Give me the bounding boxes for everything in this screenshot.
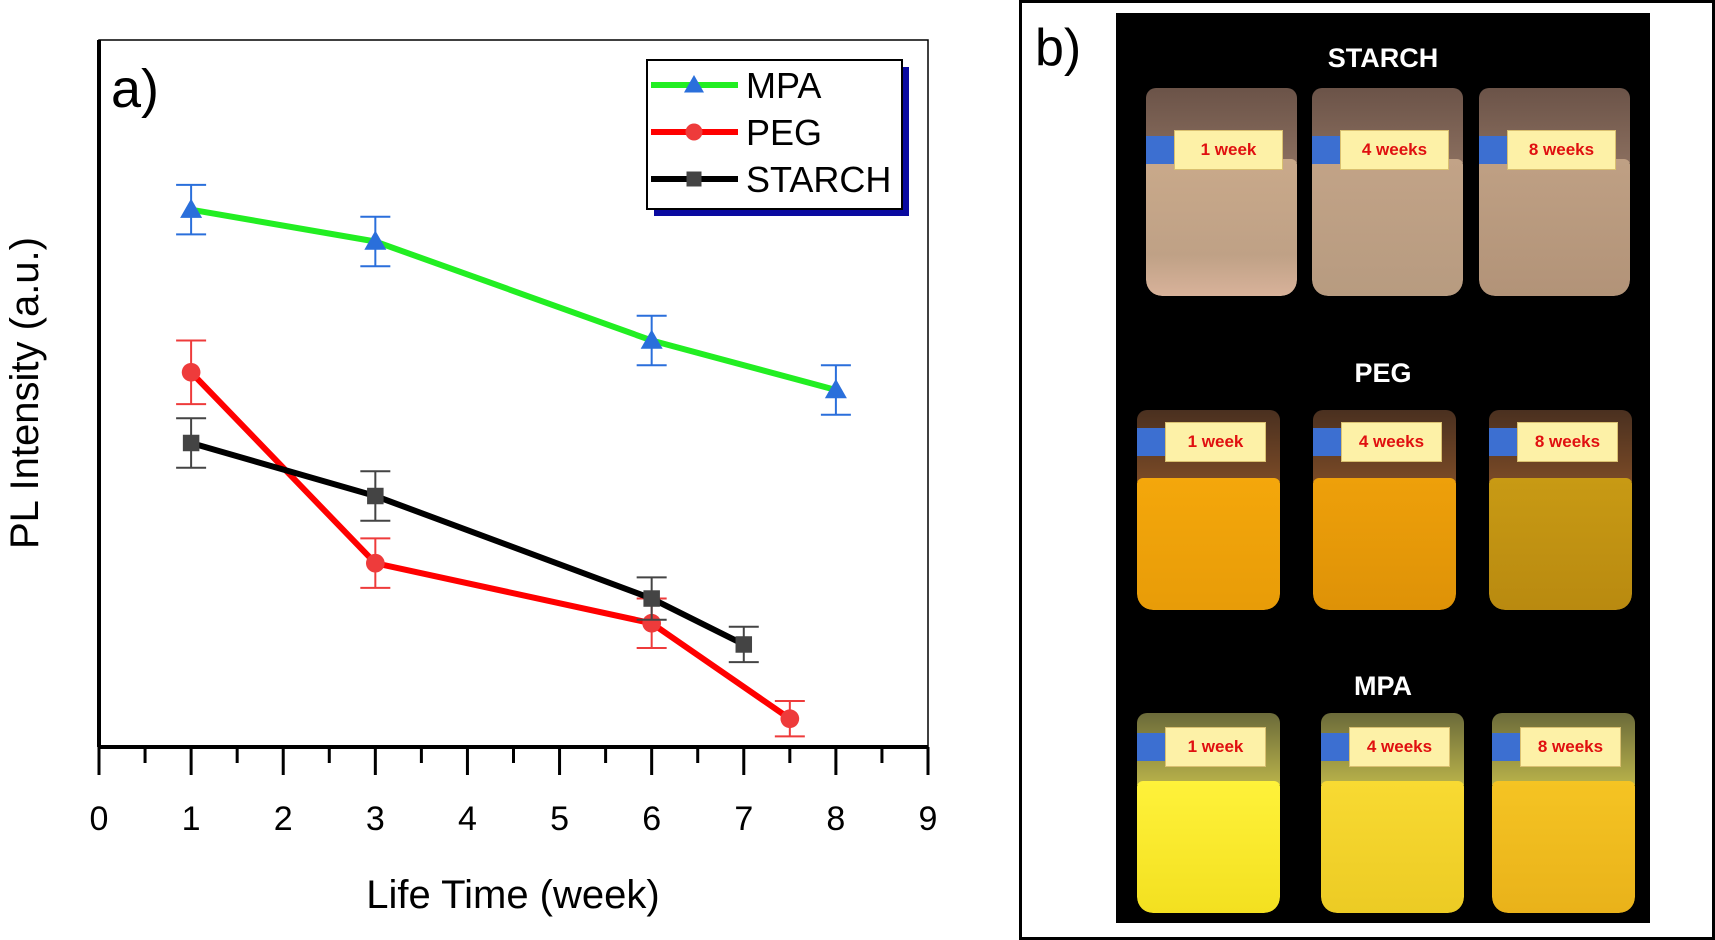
data-point-mpa [180, 198, 203, 218]
blue-marker [1137, 428, 1167, 456]
vial-liquid [1321, 781, 1464, 913]
vial-label: 4 weeks [1340, 130, 1449, 170]
vial-label: 8 weeks [1507, 130, 1616, 170]
data-point-peg [780, 709, 800, 729]
vial-label: 4 weeks [1341, 422, 1442, 462]
vial-liquid [1313, 478, 1456, 610]
vial-liquid [1146, 158, 1297, 296]
group-title-starch: STARCH [1327, 43, 1439, 73]
x-tick-label: 5 [550, 800, 569, 838]
vial-liquid [1137, 781, 1280, 913]
legend-marker-mpa [684, 75, 704, 93]
blue-marker [1312, 136, 1342, 164]
x-tick-label: 6 [642, 800, 661, 838]
legend-label-starch: STARCH [746, 159, 891, 200]
data-point-mpa [824, 378, 847, 399]
vial-label: 8 weeks [1517, 422, 1618, 462]
blue-marker [1489, 428, 1519, 456]
blue-marker [1492, 733, 1522, 761]
legend-marker-peg [685, 123, 703, 141]
vial-starch-2: 4 weeks [1312, 88, 1463, 296]
vial-label: 1 week [1165, 422, 1266, 462]
vial-starch-1: 1 week [1146, 88, 1297, 296]
x-tick-label: 3 [366, 800, 385, 838]
vial-mpa-1: 1 week [1137, 713, 1280, 913]
vial-photo-panel: b) STARCH PEG MPA 1 week 4 weeks 8 weeks 1 … [1019, 0, 1715, 940]
series-line-mpa [190, 206, 837, 393]
vial-label: 8 weeks [1520, 727, 1621, 767]
vial-peg-2: 4 weeks [1313, 410, 1456, 610]
series-starch [176, 417, 759, 664]
vial-mpa-2: 4 weeks [1321, 713, 1464, 913]
data-point-starch [735, 636, 753, 653]
photo-panel-label: b) [1035, 19, 1082, 77]
legend-label-peg: PEG [746, 112, 822, 153]
data-point-starch [182, 434, 200, 452]
vial-liquid [1479, 158, 1630, 296]
vial-peg-1: 1 week [1137, 410, 1280, 610]
data-point-peg [181, 362, 201, 382]
data-point-starch [367, 487, 384, 505]
vial-label: 1 week [1174, 130, 1283, 170]
vial-liquid [1492, 781, 1635, 913]
x-tick-label: 1 [182, 800, 201, 838]
chart-panel-label: a) [111, 59, 159, 119]
data-point-starch [643, 590, 660, 607]
x-tick-label: 0 [90, 800, 109, 838]
vial-label: 4 weeks [1349, 727, 1450, 767]
vial-peg-3: 8 weeks [1489, 410, 1632, 610]
x-tick-label: 2 [274, 800, 293, 838]
y-axis-label: PL Intensity (a.u.) [3, 237, 47, 549]
data-point-mpa [364, 230, 387, 250]
x-tick-label: 8 [826, 800, 845, 838]
series-line-starch [190, 440, 746, 648]
vial-liquid [1489, 478, 1632, 610]
data-point-peg [642, 613, 662, 633]
x-axis-label: Life Time (week) [366, 873, 659, 917]
vial-liquid [1312, 158, 1463, 296]
blue-marker [1137, 733, 1167, 761]
x-tick-label: 7 [734, 800, 753, 838]
blue-marker [1313, 428, 1343, 456]
series-line-peg [188, 370, 792, 722]
group-title-peg: PEG [1354, 358, 1412, 388]
vial-mpa-3: 8 weeks [1492, 713, 1635, 913]
vial-starch-3: 8 weeks [1479, 88, 1630, 296]
blue-marker [1479, 136, 1509, 164]
blue-marker [1321, 733, 1351, 761]
x-tick-label: 4 [458, 800, 477, 838]
vial-liquid [1137, 478, 1280, 610]
pl-intensity-chart: 0 1 2 3 4 5 6 7 8 9 a) Life Time (week) PL Intens… [3, 39, 938, 917]
data-point-peg [365, 553, 385, 573]
blue-marker [1146, 136, 1176, 164]
group-title-mpa: MPA [1354, 671, 1412, 701]
photo-background: STARCH PEG MPA 1 week 4 weeks 8 weeks 1 wee… [1116, 13, 1650, 923]
series-mpa [176, 183, 851, 416]
data-point-mpa [640, 329, 663, 349]
x-tick-label: 9 [919, 800, 938, 838]
vial-label: 1 week [1165, 727, 1266, 767]
legend: MPA PEG STARCH [646, 59, 909, 216]
legend-label-mpa: MPA [746, 65, 821, 106]
legend-marker-starch [686, 171, 702, 187]
